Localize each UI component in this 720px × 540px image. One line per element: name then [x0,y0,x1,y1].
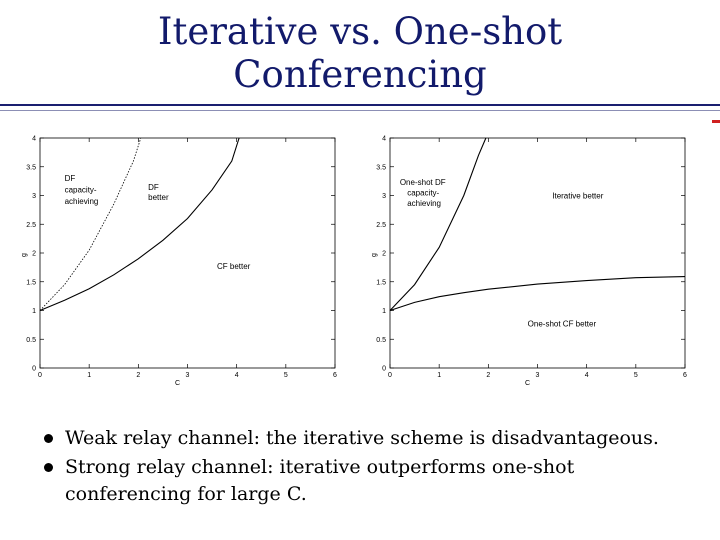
y-tick-label: 4 [382,136,386,143]
x-tick-label: 3 [186,372,190,379]
y-tick-label: 1.5 [26,279,36,286]
title-rule [0,104,720,106]
plot-frame [39,137,336,369]
x-tick-label: 5 [284,372,288,379]
plot-frame [389,137,686,369]
x-tick-label: 1 [87,372,91,379]
x-tick-label: 1 [437,372,441,379]
bullet-text: Weak relay channel: the iterative scheme… [65,427,659,449]
bullet-dot-icon [44,434,53,443]
title-rule-thin [0,110,720,111]
bullet-item: Strong relay channel: iterative outperfo… [44,454,704,508]
y-tick-label: 2.5 [26,222,36,229]
y-tick-label: 3.5 [26,164,36,171]
bullet-list: Weak relay channel: the iterative scheme… [44,425,704,510]
x-tick-label: 4 [235,372,239,379]
y-tick-label: 3.5 [376,164,386,171]
chart-annotation: One-shot CF better [528,320,597,329]
y-tick-label: 2 [32,251,36,258]
chart-annotation: DF [65,174,76,183]
y-tick-label: 3 [382,193,386,200]
y-tick-label: 0 [32,366,36,373]
y-tick-label: 1 [32,308,36,315]
series-line [389,276,686,312]
x-tick-label: 3 [536,372,540,379]
x-tick-label: 4 [585,372,589,379]
chart-annotation: better [148,193,169,202]
bullet-text: Strong relay channel: iterative outperfo… [65,456,575,505]
x-axis-label: C [525,380,530,385]
series-line [39,137,142,311]
red-accent-mark [712,120,720,123]
x-tick-label: 0 [388,372,392,379]
x-tick-label: 5 [634,372,638,379]
x-tick-label: 6 [333,372,337,379]
y-tick-label: 0 [382,366,386,373]
chart-annotation: achieving [407,199,441,208]
title-line-2: Conferencing [233,53,487,96]
y-tick-label: 0.5 [376,337,386,344]
x-tick-label: 0 [38,372,42,379]
y-tick-label: 0.5 [26,337,36,344]
y-tick-label: 4 [32,136,36,143]
chart-annotation: CF better [217,262,251,271]
series-line [389,137,487,311]
y-tick-label: 3 [32,193,36,200]
chart-left: 0 1 2 3 4 5 6 0 0.5 1 1.5 2 2.5 3 3.5 4 Cg DF capacity-ach… [21,136,337,386]
bullet-dot-icon [44,463,53,472]
chart-right: 0 1 2 3 4 5 6 0 0.5 1 1.5 2 2.5 3 3.5 4 Cg One-shot DF cap… [371,136,687,386]
y-tick-label: 1.5 [376,279,386,286]
y-axis-label: g [21,253,28,257]
y-axis-label: g [371,253,378,257]
x-tick-label: 6 [683,372,687,379]
y-tick-label: 2.5 [376,222,386,229]
chart-annotation: capacity- [65,186,97,195]
chart-annotation: DF [148,183,159,192]
chart-annotation: Iterative better [552,191,603,200]
series-line [39,137,240,312]
chart-annotation: capacity- [407,189,439,198]
y-tick-label: 2 [382,251,386,258]
bullet-item: Weak relay channel: the iterative scheme… [44,425,704,452]
chart-annotation: achieving [65,197,99,206]
x-axis-label: C [175,380,180,385]
slide-title: Iterative vs. One-shot Conferencing [0,10,720,96]
x-tick-label: 2 [486,372,490,379]
chart-annotation: One-shot DF [400,178,446,187]
y-tick-label: 1 [382,308,386,315]
x-tick-label: 2 [136,372,140,379]
title-line-1: Iterative vs. One-shot [157,10,563,53]
